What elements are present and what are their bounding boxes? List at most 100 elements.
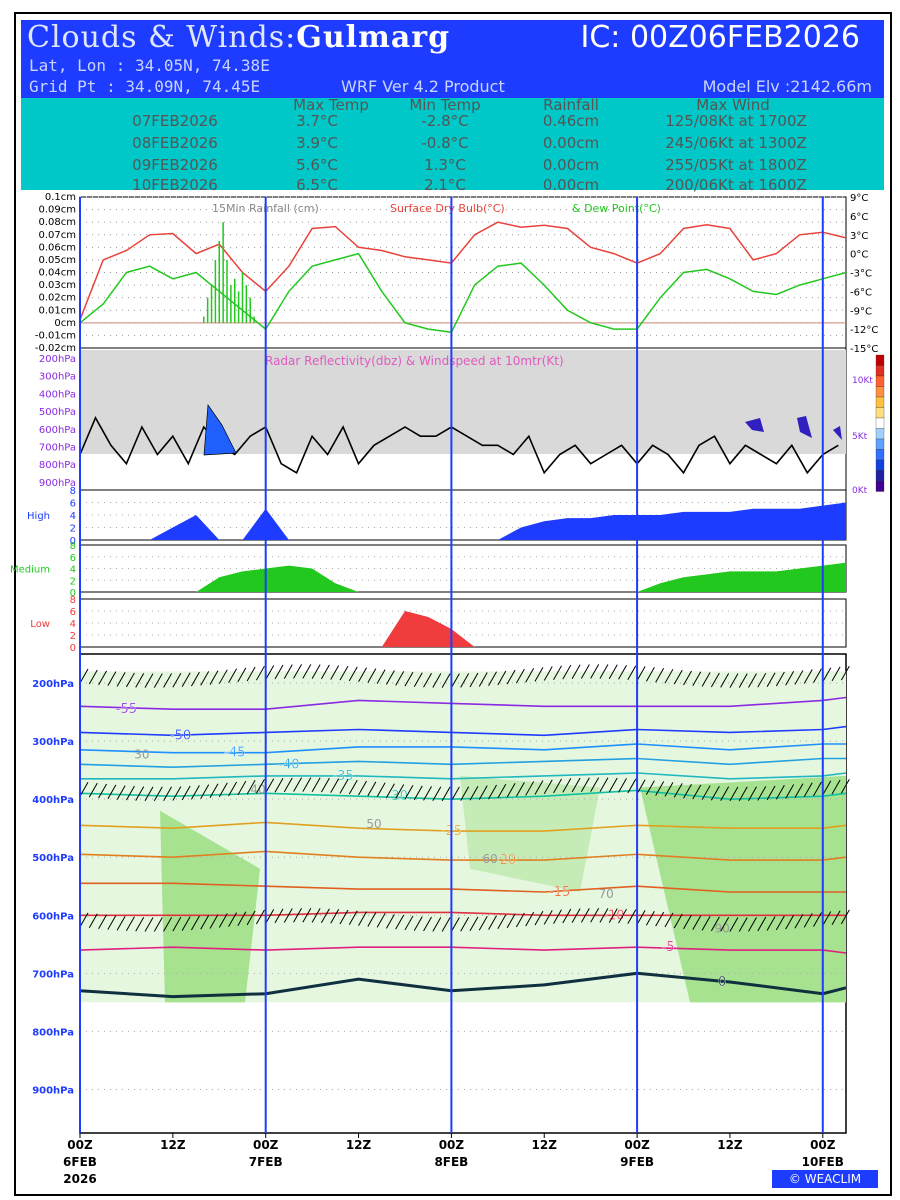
wind-barb [395,914,405,930]
medium-cloud-axis-tick: 8 [70,541,76,552]
wind-barb [237,911,247,926]
wind-barb [645,780,655,795]
wind-barb [469,672,479,688]
isotherm-line [79,725,847,737]
brand-logo: © WEACLIM [772,1170,878,1188]
wind-barb [218,782,228,798]
wind-barb [144,673,154,688]
wind-barb [571,664,581,679]
wind-barb [580,777,590,792]
wind-barb [79,668,89,684]
pressure-tick: 900hPa [32,1085,74,1096]
isotherm-line [79,946,847,954]
wind-barb [534,910,544,926]
rh-contour-label: 70 [599,887,614,901]
wind-barb [339,909,349,925]
radar-pressure-tick: 500hPa [39,407,76,418]
wind-barb [255,665,265,681]
wind-barb [423,916,432,932]
rain-axis-tick: 0.1cm [45,192,76,203]
wind-barb [590,777,600,792]
wind-barb [525,781,535,796]
wind-barb [794,783,804,798]
wind-barb [469,916,479,932]
col-header-max-wind: Max Wind [696,96,770,114]
row-date: 07FEB2026 [132,112,218,130]
wind-barb [590,907,600,923]
wind-barb [367,668,377,683]
isotherm-line [79,971,847,999]
isotherm-line [79,850,847,861]
wind-barb [107,671,117,686]
wind-barb [376,669,386,684]
wind-barb [302,777,312,792]
pressure-tick: 200hPa [32,679,74,690]
wind-barb [441,786,451,802]
wind-barb [562,778,572,793]
wind-barb [200,784,210,799]
wind-barb [190,671,200,687]
temp-axis-tick: 6°C [850,212,868,223]
x-tick-label: 00Z [810,1138,836,1152]
wind-barb [813,781,822,797]
wind-barb [469,785,479,801]
x-date-label: 9FEB [620,1155,654,1169]
wind-barb [311,777,321,793]
isotherm-label: -35 [332,769,353,784]
x-tick-label: 12Z [532,1138,558,1152]
chart-title: Clouds & Winds:Gulmarg [27,20,450,55]
wind-barb [432,786,442,801]
wind-barb [441,917,451,932]
wind-barb [79,782,89,797]
wind-barb [293,664,302,679]
wind-barb [636,910,646,925]
reflectivity-colorbar-cell [875,438,885,450]
reflectivity-colorbar-cell [875,407,885,419]
high-cloud-axis-tick: 0 [70,536,76,547]
rh-contour-label: 40 [250,782,265,796]
wind-barb [376,782,386,798]
radar-pressure-tick: 600hPa [39,425,76,436]
wind-barb [701,916,711,931]
wind-barb [627,778,637,794]
wind-barb [367,912,377,927]
pressure-tick: 600hPa [32,911,74,922]
rain-axis-tick: 0.04cm [38,268,76,279]
pressure-tick: 300hPa [32,737,74,748]
wind-barb [163,917,172,932]
x-tick-label: 12Z [717,1138,743,1152]
wind-barb [673,669,683,685]
wind-barb [246,910,256,926]
isotherm-label: -50 [170,728,191,743]
wind-barb [608,908,618,923]
radar-pressure-tick: 300hPa [39,372,76,383]
wind-barb [580,908,590,923]
row-min-temp: 1.3°C [424,156,466,174]
radar-pressure-tick: 200hPa [39,354,76,365]
wind-barb [255,909,265,925]
high-cloud-axis-tick: 2 [70,524,76,535]
wind-barb [831,666,841,682]
wind-barb [228,668,237,684]
wind-barb [645,667,655,682]
wind-barb [757,672,767,688]
wind-barb [664,668,674,684]
wind-barb [553,778,562,794]
daily-summary-table: Max Temp Min Temp Rainfall Max Wind 07FE… [21,96,884,194]
wind-barb [135,786,145,801]
wind-barb [246,666,256,682]
rain-axis-tick: -0.02cm [35,343,76,354]
wind-barb [163,786,172,802]
high-cloud-cloud-area [80,502,846,540]
high-cloud-axis-tick: 6 [70,499,76,510]
wind-barb [441,673,451,688]
radar-pressure-tick: 700hPa [39,443,76,454]
wind-barb [525,911,535,927]
low-cloud-cloud-area [80,611,846,647]
x-tick-label: 00Z [624,1138,650,1152]
initial-condition: IC: 00Z06FEB2026 [580,20,860,55]
temp-axis-tick: 3°C [850,231,868,242]
col-header-min-temp: Min Temp [409,96,481,114]
wind-barb [506,669,516,685]
wind-barb [274,777,284,793]
